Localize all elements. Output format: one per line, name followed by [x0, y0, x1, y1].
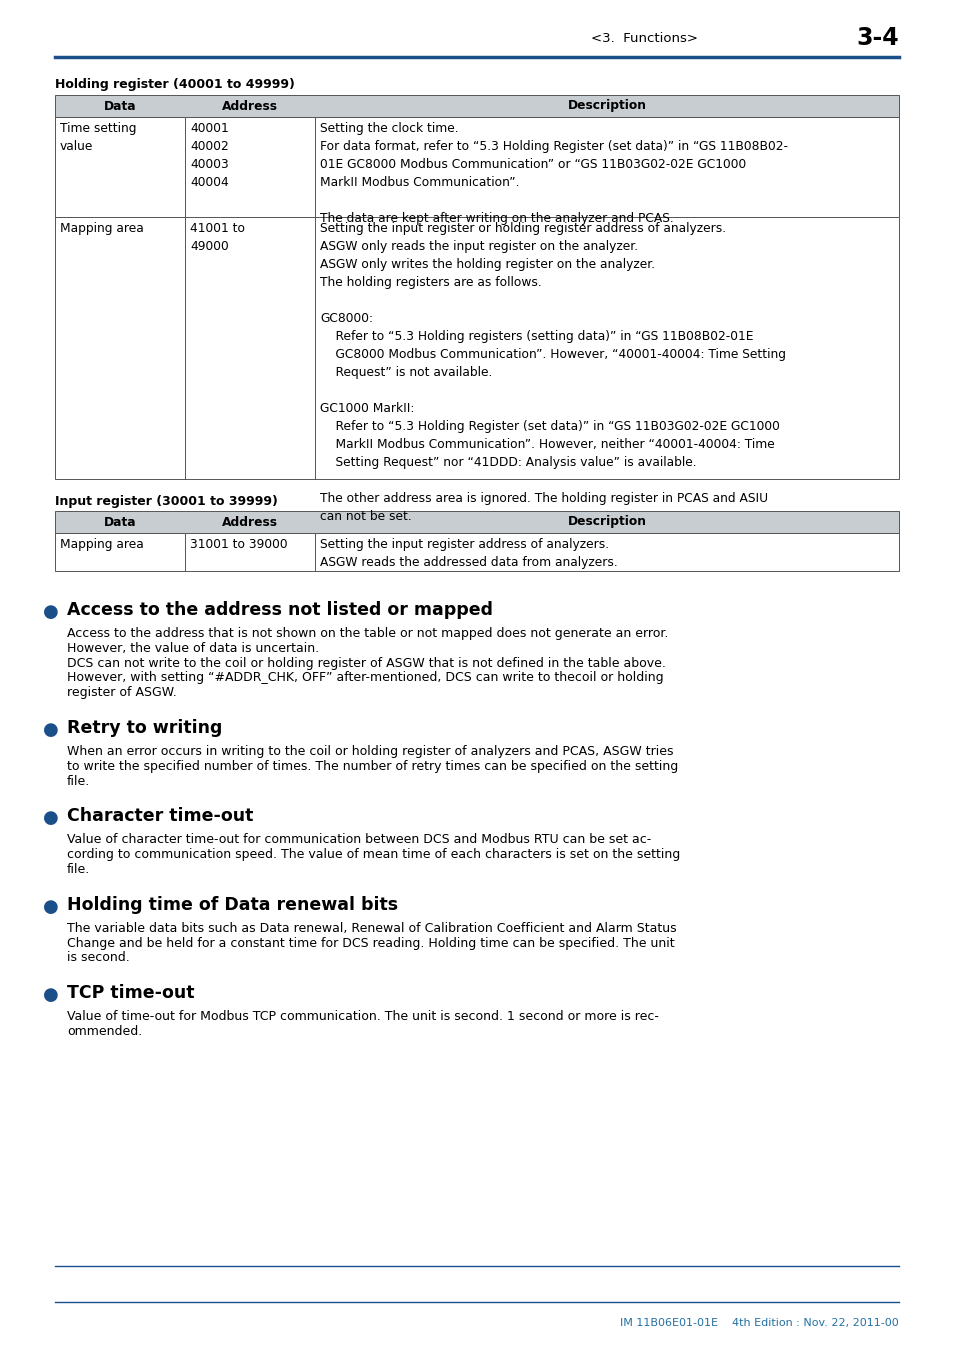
- Text: ●: ●: [43, 603, 59, 621]
- Text: Description: Description: [567, 100, 646, 112]
- Bar: [55, 217, 898, 479]
- Text: Value of character time-out for communication between DCS and Modbus RTU can be : Value of character time-out for communic…: [67, 833, 651, 846]
- Text: Change and be held for a constant time for DCS reading. Holding time can be spec: Change and be held for a constant time f…: [67, 937, 674, 949]
- Bar: [55, 533, 898, 571]
- Text: Setting the input register address of analyzers.
ASGW reads the addressed data f: Setting the input register address of an…: [319, 539, 618, 568]
- Text: Setting the input register or holding register address of analyzers.
ASGW only r: Setting the input register or holding re…: [319, 221, 785, 522]
- Text: Setting the clock time.
For data format, refer to “5.3 Holding Register (set dat: Setting the clock time. For data format,…: [319, 122, 787, 225]
- Bar: [55, 117, 898, 217]
- Text: 31001 to 39000: 31001 to 39000: [190, 539, 287, 551]
- Text: Access to the address not listed or mapped: Access to the address not listed or mapp…: [67, 601, 493, 620]
- Text: DCS can not write to the coil or holding register of ASGW that is not defined in: DCS can not write to the coil or holding…: [67, 656, 665, 670]
- Text: Data: Data: [104, 100, 136, 112]
- Text: <3.  Functions>: <3. Functions>: [591, 31, 698, 45]
- Text: Retry to writing: Retry to writing: [67, 720, 222, 737]
- Text: Address: Address: [222, 516, 277, 528]
- Text: 41001 to
49000: 41001 to 49000: [190, 221, 245, 252]
- Text: Input register (30001 to 39999): Input register (30001 to 39999): [55, 495, 277, 508]
- Bar: [55, 95, 898, 117]
- Text: However, the value of data is uncertain.: However, the value of data is uncertain.: [67, 641, 319, 655]
- Text: Description: Description: [567, 516, 646, 528]
- Text: ●: ●: [43, 898, 59, 915]
- Text: register of ASGW.: register of ASGW.: [67, 686, 176, 699]
- Bar: [55, 512, 898, 533]
- Text: cording to communication speed. The value of mean time of each characters is set: cording to communication speed. The valu…: [67, 848, 679, 861]
- Text: Data: Data: [104, 516, 136, 528]
- Text: ●: ●: [43, 721, 59, 738]
- Text: However, with setting “#ADDR_CHK, OFF” after-mentioned, DCS can write to thecoil: However, with setting “#ADDR_CHK, OFF” a…: [67, 671, 663, 684]
- Text: is second.: is second.: [67, 952, 130, 964]
- Text: ●: ●: [43, 987, 59, 1004]
- Text: to write the specified number of times. The number of retry times can be specifi: to write the specified number of times. …: [67, 760, 678, 772]
- Text: ommended.: ommended.: [67, 1025, 142, 1038]
- Text: ●: ●: [43, 810, 59, 828]
- Text: Access to the address that is not shown on the table or not mapped does not gene: Access to the address that is not shown …: [67, 626, 668, 640]
- Text: Mapping area: Mapping area: [60, 539, 144, 551]
- Text: Address: Address: [222, 100, 277, 112]
- Text: Value of time-out for Modbus TCP communication. The unit is second. 1 second or : Value of time-out for Modbus TCP communi…: [67, 1010, 659, 1023]
- Text: Mapping area: Mapping area: [60, 221, 144, 235]
- Text: Holding register (40001 to 49999): Holding register (40001 to 49999): [55, 78, 294, 90]
- Text: Holding time of Data renewal bits: Holding time of Data renewal bits: [67, 896, 397, 914]
- Text: The variable data bits such as Data renewal, Renewal of Calibration Coefficient : The variable data bits such as Data rene…: [67, 922, 676, 934]
- Text: When an error occurs in writing to the coil or holding register of analyzers and: When an error occurs in writing to the c…: [67, 745, 673, 757]
- Text: file.: file.: [67, 775, 91, 787]
- Text: file.: file.: [67, 863, 91, 876]
- Text: Time setting
value: Time setting value: [60, 122, 136, 153]
- Text: TCP time-out: TCP time-out: [67, 984, 194, 1002]
- Text: Character time-out: Character time-out: [67, 807, 253, 825]
- Text: 40001
40002
40003
40004: 40001 40002 40003 40004: [190, 122, 229, 189]
- Text: IM 11B06E01-01E    4th Edition : Nov. 22, 2011-00: IM 11B06E01-01E 4th Edition : Nov. 22, 2…: [619, 1318, 898, 1328]
- Text: 3-4: 3-4: [856, 26, 898, 50]
